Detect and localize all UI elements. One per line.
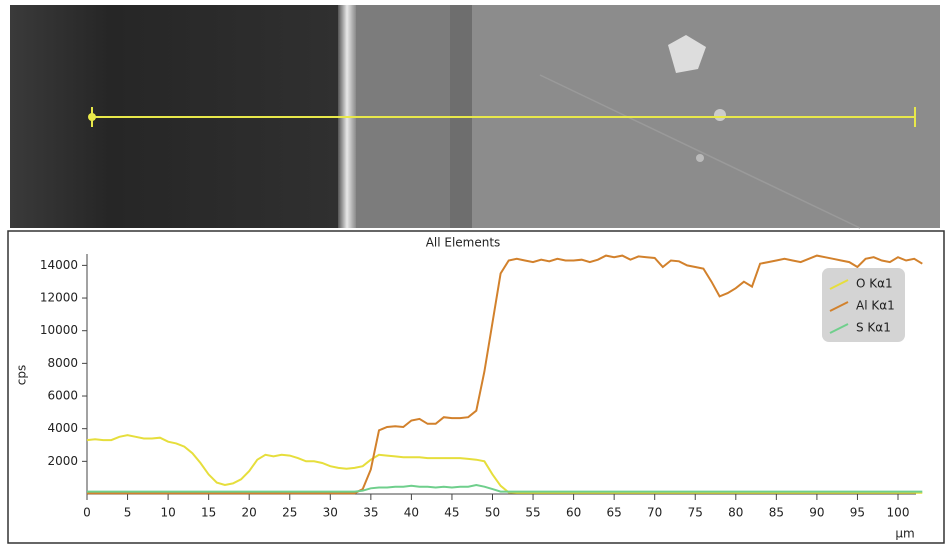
legend-label: O Kα1: [856, 277, 893, 291]
legend-swatch: [829, 323, 849, 334]
x-tick-label: 50: [485, 506, 500, 520]
series-line: [87, 254, 923, 495]
x-tick-label: 10: [160, 506, 175, 520]
legend-swatch: [829, 279, 849, 290]
y-tick-label: 12000: [40, 291, 78, 305]
series-line: [87, 483, 923, 493]
y-tick-label: 14000: [40, 258, 78, 272]
sem-image: [10, 5, 940, 229]
x-tick-label: 30: [323, 506, 338, 520]
x-tick-label: 65: [607, 506, 622, 520]
chart-title: All Elements: [426, 236, 501, 250]
y-tick-label: 2000: [47, 454, 78, 468]
x-tick-label: 55: [525, 506, 540, 520]
legend-label: S Kα1: [856, 321, 891, 335]
x-tick-label: 15: [201, 506, 216, 520]
chart-frame: [7, 230, 945, 544]
y-tick-label: 6000: [47, 389, 78, 403]
y-axis-label: cps: [15, 365, 29, 385]
legend-swatch: [829, 301, 849, 312]
series-line: [86, 434, 923, 494]
x-tick-label: 80: [728, 506, 743, 520]
x-tick-label: 90: [809, 506, 824, 520]
x-tick-label: 20: [242, 506, 257, 520]
x-tick-label: 95: [850, 506, 865, 520]
x-tick-label: 5: [124, 506, 132, 520]
x-tick-label: 35: [363, 506, 378, 520]
y-tick-label: 4000: [47, 421, 78, 435]
x-tick-label: 45: [444, 506, 459, 520]
legend-box: [822, 268, 905, 342]
x-tick-label: 25: [282, 506, 297, 520]
x-tick-label: 40: [404, 506, 419, 520]
y-tick-label: 10000: [40, 323, 78, 337]
legend: O Kα1 Al Kα1 S Kα1: [822, 268, 905, 342]
x-tick-label: 85: [769, 506, 784, 520]
y-tick-label: 8000: [47, 356, 78, 370]
x-tick-label: 60: [566, 506, 581, 520]
x-tick-label: 75: [688, 506, 703, 520]
x-axis-label: µm: [895, 527, 914, 541]
x-tick-label: 0: [83, 506, 91, 520]
legend-label: Al Kα1: [856, 299, 895, 313]
x-tick-label: 100: [887, 506, 910, 520]
x-tick-label: 70: [647, 506, 662, 520]
